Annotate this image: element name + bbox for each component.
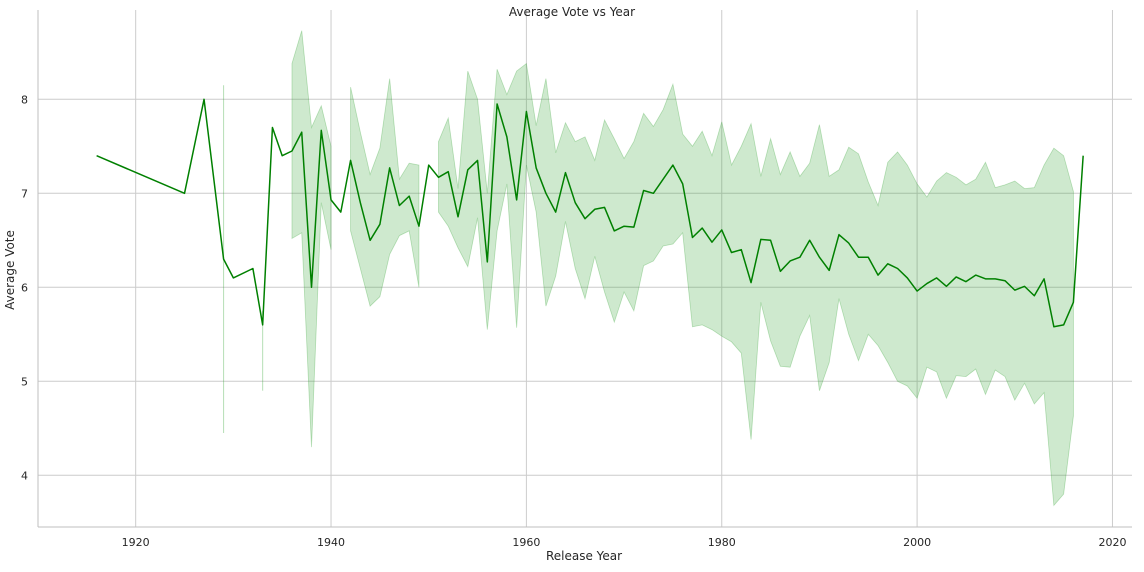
x-axis-label: Release Year (546, 549, 622, 563)
chart-title: Average Vote vs Year (509, 5, 635, 19)
x-tick-label: 1980 (708, 536, 736, 549)
confidence-band (223, 30, 1074, 507)
y-tick-label: 6 (21, 281, 28, 294)
y-tick-label: 8 (21, 93, 28, 106)
ci-band-segment (291, 30, 332, 448)
series-line (96, 98, 1084, 328)
x-tick-label: 1960 (512, 536, 540, 549)
axes (37, 10, 1132, 528)
y-tick-label: 4 (21, 469, 28, 482)
y-tick-label: 5 (21, 375, 28, 388)
x-tick-label: 2020 (1098, 536, 1126, 549)
y-axis-label: Average Vote (3, 230, 17, 310)
ci-band-segment (438, 62, 1074, 507)
series-line-group (96, 98, 1084, 328)
x-tick-label: 1920 (122, 536, 150, 549)
x-tick-label: 2000 (903, 536, 931, 549)
x-tick-label: 1940 (317, 536, 345, 549)
y-tick-label: 7 (21, 187, 28, 200)
grid (38, 10, 1132, 527)
tick-labels: 1920 1940 1960 1980 2000 2020 4 5 6 7 8 (21, 93, 1126, 549)
